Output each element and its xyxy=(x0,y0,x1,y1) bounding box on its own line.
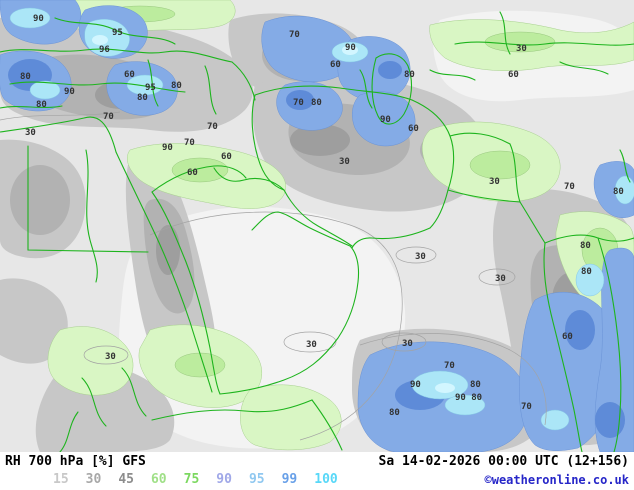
contour-label: 90 xyxy=(410,380,421,390)
legend-value-90: 90 xyxy=(216,472,232,487)
legend-value-95: 95 xyxy=(248,472,265,487)
contour-label: 60 xyxy=(187,168,198,178)
legend-value-45: 45 xyxy=(118,472,134,487)
contour-label: 80 xyxy=(20,72,31,82)
contour-label: 95 xyxy=(145,83,156,93)
contour-label: 90 xyxy=(33,14,44,24)
contour-label: 60 xyxy=(508,70,519,80)
contour-label: 30 xyxy=(415,252,426,262)
legend-value-99: 99 xyxy=(281,472,298,487)
contour-label: 30 xyxy=(339,157,350,167)
contour-label: 30 xyxy=(402,339,413,349)
legend-value-15: 15 xyxy=(53,472,69,487)
contour-label: 80 xyxy=(36,100,47,110)
contour-label: 70 xyxy=(521,402,532,412)
legend-value-100: 100 xyxy=(314,472,338,487)
contour-label: 30 xyxy=(495,274,506,284)
contour-label: 80 xyxy=(470,380,481,390)
contour-label: 96 xyxy=(99,45,110,55)
contour-label: 70 xyxy=(289,30,300,40)
map-title: RH 700 hPa [%] GFS xyxy=(5,453,146,469)
contour-label: 90 xyxy=(380,115,391,125)
legend-value-75: 75 xyxy=(183,472,200,487)
contour-label: 80 xyxy=(581,267,592,277)
contour-label: 80 xyxy=(311,98,322,108)
contour-label: 60 xyxy=(124,70,135,80)
contour-label: 95 xyxy=(112,28,123,38)
contour-label: 80 xyxy=(404,70,415,80)
footer-bar: RH 700 hPa [%] GFS Sa 14-02-2026 00:00 U… xyxy=(0,452,634,490)
footer-row-1: RH 700 hPa [%] GFS Sa 14-02-2026 00:00 U… xyxy=(0,452,634,469)
contour-label: 30 xyxy=(489,177,500,187)
humidity-legend: 15 30 45 60 75 90 95 99 100 xyxy=(53,472,338,487)
contour-label: 80 xyxy=(613,187,624,197)
contour-lines xyxy=(0,111,547,441)
contour-label: 90 80 xyxy=(455,393,482,403)
contour-label: 70 xyxy=(564,182,575,192)
contour-label: 70 xyxy=(293,98,304,108)
country-borders xyxy=(0,11,634,452)
contour-label: 30 xyxy=(306,340,317,350)
contour-label: 80 xyxy=(389,408,400,418)
contour-label: 90 xyxy=(162,143,173,153)
contour-label: 60 xyxy=(330,60,341,70)
contour-label: 60 xyxy=(221,152,232,162)
contour-label: 70 xyxy=(444,361,455,371)
contour-label: 70 xyxy=(184,138,195,148)
contour-label: 80 xyxy=(137,93,148,103)
contour-label: 90 xyxy=(345,43,356,53)
contour-label: 80 xyxy=(580,241,591,251)
copyright-link[interactable]: ©weatheronline.co.uk xyxy=(484,472,630,487)
contour-label: 80 xyxy=(171,81,182,91)
contour-label: 60 xyxy=(408,124,419,134)
footer-row-2: 15 30 45 60 75 90 95 99 100 ©weatheronline.co.uk xyxy=(0,469,634,490)
map-canvas: 90 95 96 70 90 30 60 80 60 80 60 95 80 90 80 80 70 80 70 90… xyxy=(0,0,634,452)
contour-label: 90 xyxy=(64,87,75,97)
contour-label: 70 xyxy=(103,112,114,122)
map-datetime: Sa 14-02-2026 00:00 UTC (12+156) xyxy=(378,453,629,469)
legend-value-30: 30 xyxy=(85,472,102,487)
contour-label: 70 xyxy=(207,122,218,132)
contour-label: 30 xyxy=(25,128,36,138)
contour-label: 60 xyxy=(562,332,573,342)
contour-label: 30 xyxy=(516,44,527,54)
contour-label: 30 xyxy=(105,352,116,362)
legend-value-60: 60 xyxy=(150,472,167,487)
